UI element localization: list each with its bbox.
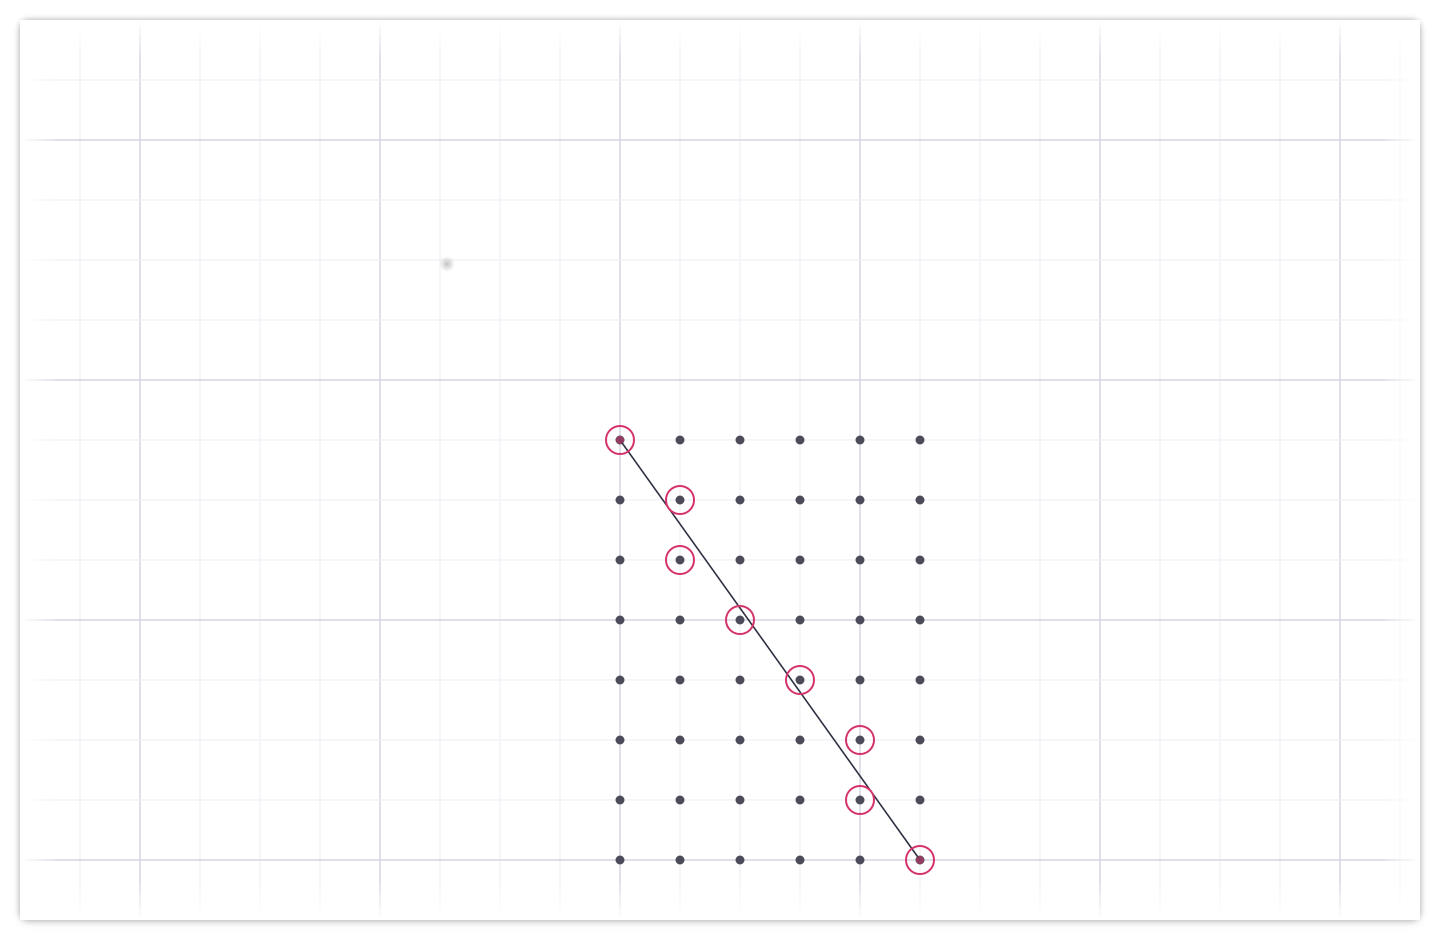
lattice-dot (795, 855, 805, 865)
lattice-dot (615, 795, 625, 805)
lattice-dot (615, 615, 625, 625)
highlighted-pixel-ring (665, 485, 695, 515)
lattice-dot (915, 735, 925, 745)
lattice-dot (855, 735, 865, 745)
lattice-dot (615, 855, 625, 865)
lattice-dot (615, 675, 625, 685)
lattice-dot (675, 675, 685, 685)
lattice-dot (855, 615, 865, 625)
lattice-dot (615, 735, 625, 745)
lattice-dot (855, 495, 865, 505)
lattice-dot (735, 555, 745, 565)
cursor-blur (439, 256, 455, 272)
lattice-dot (675, 555, 685, 565)
lattice-dot (855, 555, 865, 565)
lattice-dot (795, 795, 805, 805)
line-segment-layer (619, 439, 921, 861)
lattice-dot (915, 495, 925, 505)
highlighted-pixel-ring (785, 665, 815, 695)
lattice-dot (855, 855, 865, 865)
highlighted-pixel-ring (845, 725, 875, 755)
lattice-dot (675, 735, 685, 745)
lattice-dot (735, 495, 745, 505)
lattice-dot (675, 795, 685, 805)
lattice-dot (615, 555, 625, 565)
lattice-dot (735, 735, 745, 745)
lattice-dot (855, 795, 865, 805)
lattice-dot (795, 735, 805, 745)
lattice-dot (795, 555, 805, 565)
lattice-dot (735, 615, 745, 625)
lattice-dot (915, 675, 925, 685)
lattice-dot (735, 855, 745, 865)
lattice-dot (855, 435, 865, 445)
lattice-dot (795, 435, 805, 445)
lattice-dot (675, 855, 685, 865)
lattice-dot (795, 615, 805, 625)
lattice-dot (735, 795, 745, 805)
line-segment (619, 439, 921, 861)
highlighted-pixel-ring (725, 605, 755, 635)
lattice-dot (915, 435, 925, 445)
highlighted-pixel-ring (665, 545, 695, 575)
highlighted-pixel-ring (605, 425, 635, 455)
lattice-dot (735, 675, 745, 685)
lattice-dot (915, 795, 925, 805)
lattice-dot (855, 675, 865, 685)
lattice-dot (675, 615, 685, 625)
lattice-dot (615, 495, 625, 505)
background-grid (20, 20, 1420, 920)
lattice-dot (915, 615, 925, 625)
canvas-card (20, 20, 1420, 920)
endpoint-marker (916, 856, 924, 864)
lattice-dot (675, 495, 685, 505)
endpoint-marker (616, 436, 624, 444)
lattice-dot (675, 435, 685, 445)
highlighted-pixels (605, 425, 935, 875)
highlighted-pixel-ring (845, 785, 875, 815)
lattice-dot (915, 555, 925, 565)
lattice-dot (735, 435, 745, 445)
highlighted-pixel-ring (905, 845, 935, 875)
lattice-dot (795, 675, 805, 685)
lattice-dot (795, 495, 805, 505)
